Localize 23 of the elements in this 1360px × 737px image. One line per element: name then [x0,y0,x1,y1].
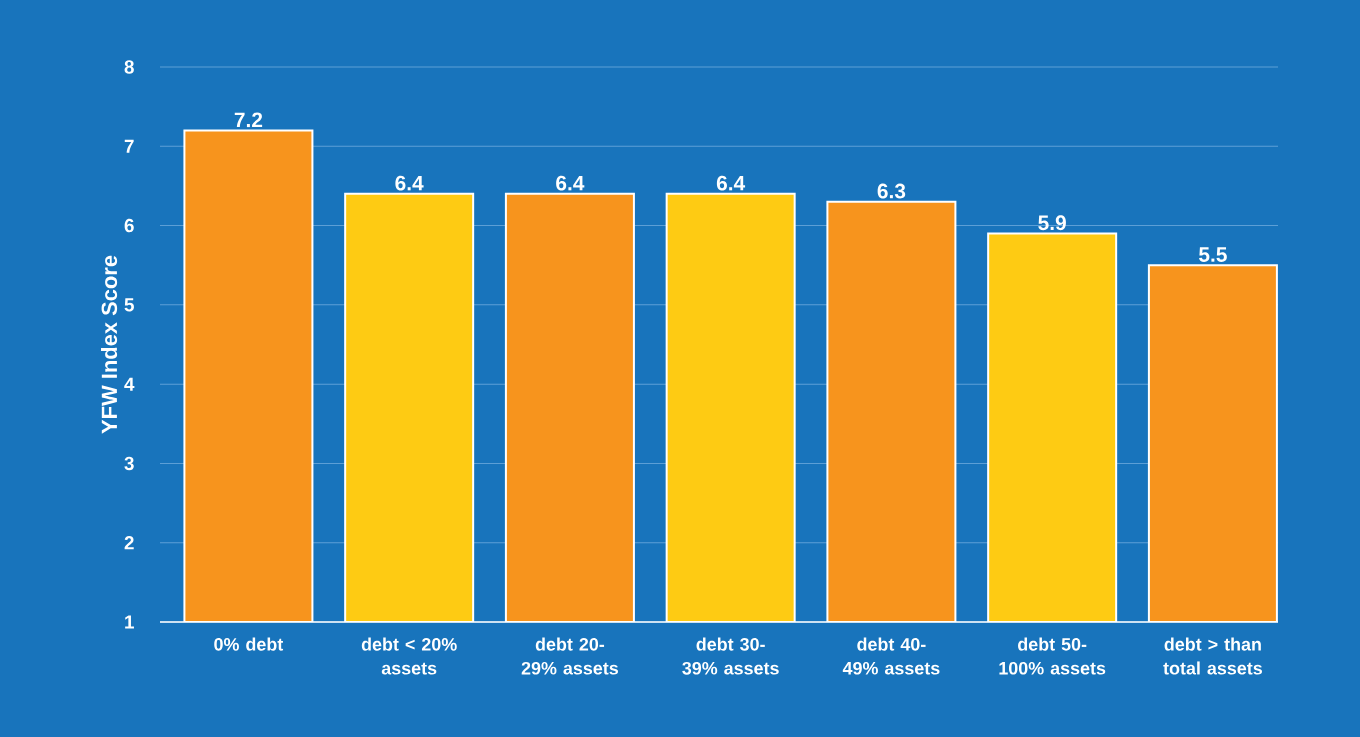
x-tick-label: debt 20-29% assets [521,637,618,675]
data-label: 6.4 [395,175,424,191]
y-tick-label: 3 [124,456,134,471]
y-axis-title: YFW Index Score [101,255,118,434]
data-label: 5.9 [1038,215,1066,231]
y-tick-label: 6 [124,218,134,233]
x-tick-label: debt < 20% assets [361,637,457,675]
x-tick-label: debt 50-100% assets [999,637,1106,675]
data-label: 6.4 [556,175,585,191]
x-tick-label: 0% debt [214,637,284,651]
data-label: 6.4 [716,175,746,191]
x-tick-label: debt > than total assets [1163,637,1262,675]
y-tick-label: 1 [125,615,134,629]
data-label: 6.3 [877,183,906,199]
x-tick-label: debt 30-39% assets [682,637,779,675]
y-tick-label: 8 [124,60,134,74]
y-tick-label: 4 [124,377,135,391]
y-tick-label: 7 [124,139,134,153]
x-tick-label: debt 40-49% assets [842,637,940,675]
data-label: 7.2 [234,112,263,128]
y-tick-label: 5 [124,298,134,312]
data-label: 5.5 [1199,247,1227,262]
y-tick-label: 2 [124,536,134,550]
